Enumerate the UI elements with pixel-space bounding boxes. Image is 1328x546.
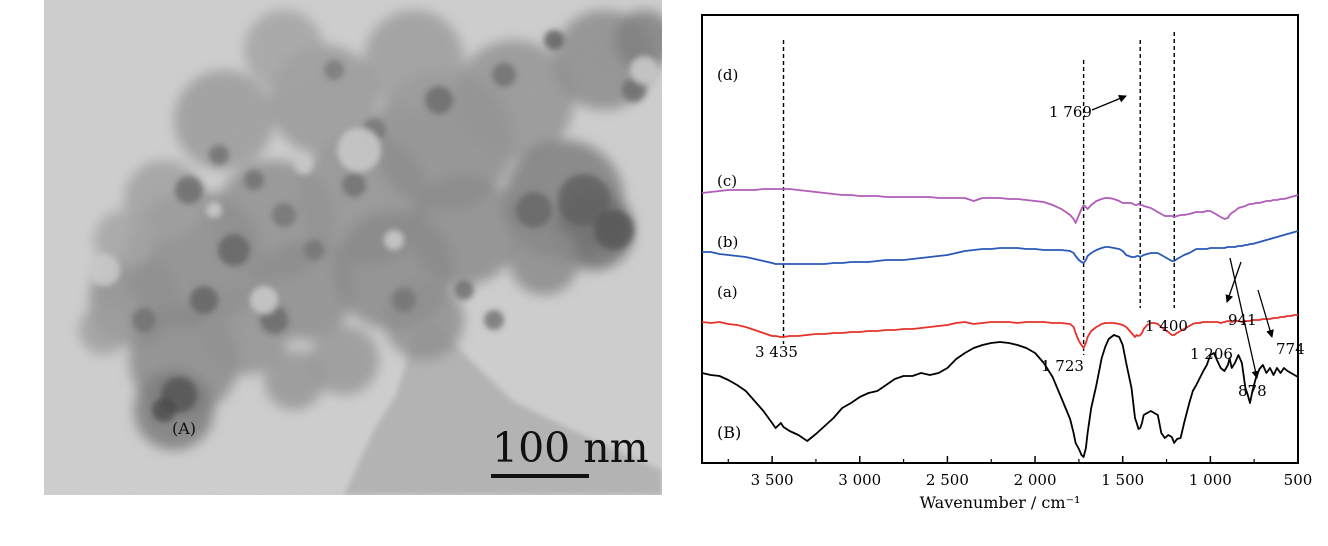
x-axis-title: Wavenumber / cm⁻¹ <box>920 493 1081 512</box>
spectra-traces <box>701 188 1299 458</box>
peak-label-878: 878 <box>1238 382 1267 400</box>
spectrum-trace-a <box>701 334 1299 458</box>
tem-micrograph-panel: 100 nm (A) <box>44 0 674 495</box>
arrow-774 <box>1257 289 1274 338</box>
arrow-941 <box>1225 261 1242 303</box>
peak-guide-lines <box>782 32 1175 355</box>
peak-label-1206: 1 206 <box>1190 345 1233 363</box>
x-tick-label: 500 <box>1284 471 1313 489</box>
arrow-1769 <box>1091 94 1127 111</box>
trace-label-c: (c) <box>717 172 737 190</box>
trace-label-d: (d) <box>717 66 738 84</box>
micrograph-grain <box>44 0 662 495</box>
scale-bar-label: 100 nm <box>492 424 649 472</box>
peak-label-774: 774 <box>1276 340 1305 358</box>
x-tick-label: 3 000 <box>838 471 881 489</box>
x-tick-label: 3 500 <box>751 471 794 489</box>
spectrum-trace-b <box>701 314 1298 349</box>
x-tick-label: 1 500 <box>1101 471 1144 489</box>
peak-label-3435: 3 435 <box>755 343 798 361</box>
trace-label-b: (b) <box>717 233 738 251</box>
x-tick-label: 1 000 <box>1189 471 1232 489</box>
tem-micrograph-image: 100 nm (A) <box>44 0 674 495</box>
x-axis-ticks: 3 500 3 000 2 500 2 000 1 500 1 000 500 <box>727 456 1313 489</box>
x-tick-label: 2 500 <box>926 471 969 489</box>
trace-label-a: (a) <box>717 283 738 301</box>
spectrum-trace-c <box>702 230 1299 265</box>
spectrum-trace-d <box>701 188 1299 224</box>
peak-label-1400: 1 400 <box>1145 317 1188 335</box>
ftir-chart-panel: 3 500 3 000 2 500 2 000 1 500 1 000 500 (d) (c… <box>660 0 1328 542</box>
scale-bar <box>491 474 589 478</box>
plot-frame <box>701 14 1299 464</box>
panel-a-label: (A) <box>172 419 196 438</box>
x-tick-label: 2 000 <box>1014 471 1057 489</box>
ftir-chart: 3 500 3 000 2 500 2 000 1 500 1 000 500 (d) (c… <box>701 14 1313 512</box>
peak-label-1769: 1 769 <box>1049 103 1092 121</box>
arrow-878 <box>1229 257 1260 379</box>
peak-label-1723: 1 723 <box>1041 357 1084 375</box>
panel-b-label: (B) <box>717 423 741 442</box>
peak-label-941: 941 <box>1228 311 1257 329</box>
